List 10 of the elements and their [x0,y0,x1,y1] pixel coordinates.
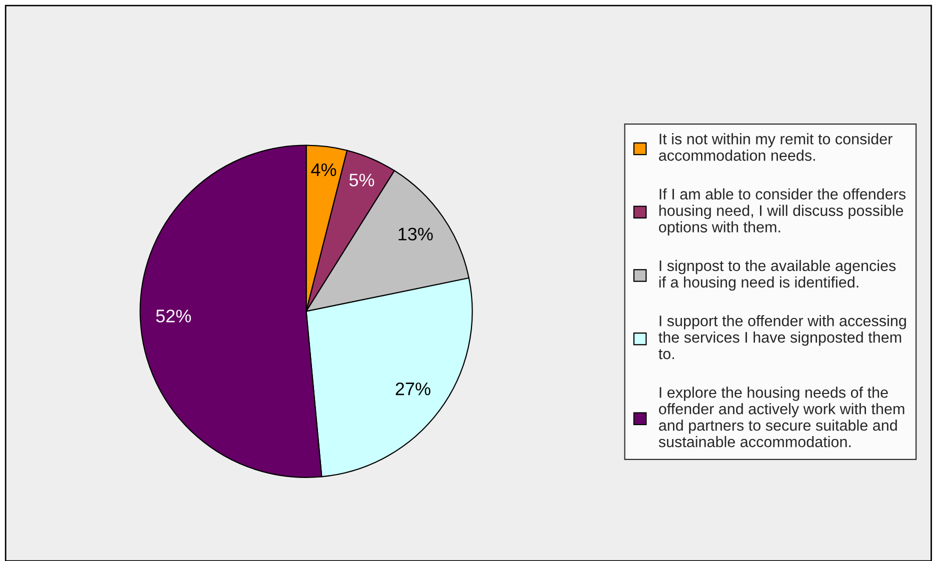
legend-label: I explore the housing needs of the offender and actively work with them and partners to secure suitable and sustainable accommodation. [658,386,904,448]
data-label: 13% [398,228,433,240]
data-label: 27% [396,382,430,396]
data-label: 5% [349,174,374,186]
data-label: 52% [156,310,191,322]
legend-label: I signpost to the available agencies if a housing need is identified. [659,260,896,291]
legend-label: It is not within my remit to consider accommodation needs. [659,133,892,161]
legend-label: I support the offender with accessing the services I have signposted them to. [658,315,906,360]
legend-label: If I am able to consider the offenders housing need, I will discuss possible options with them. [658,188,906,236]
data-label: 4% [311,163,336,176]
